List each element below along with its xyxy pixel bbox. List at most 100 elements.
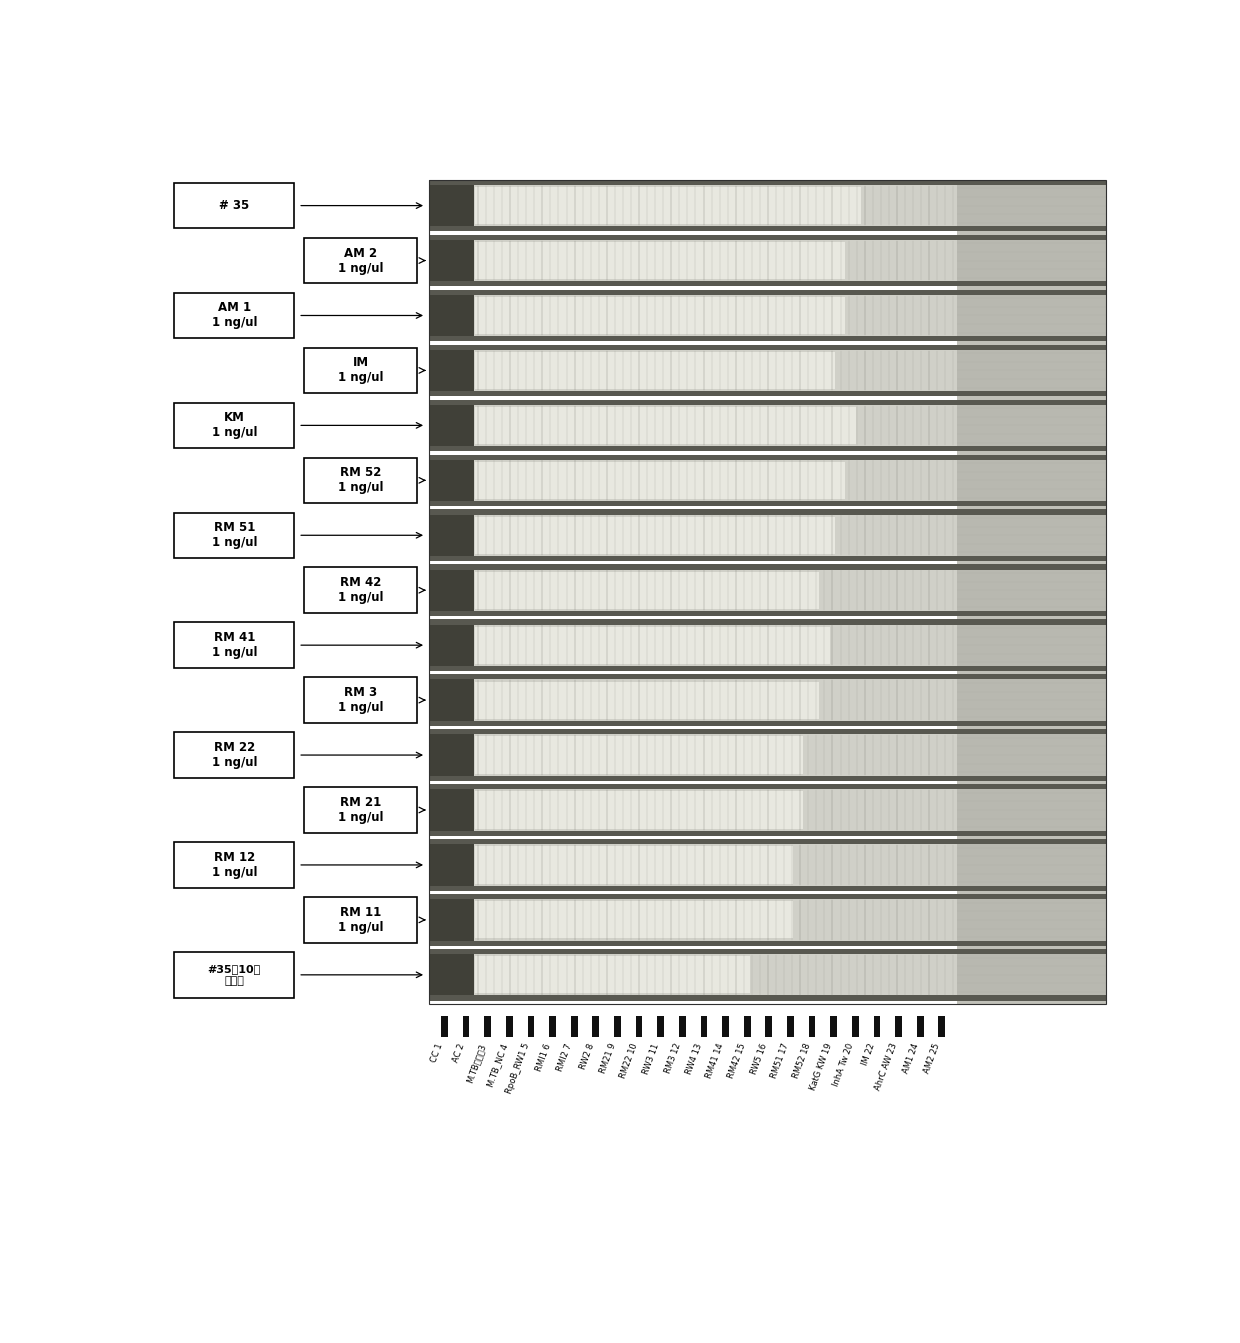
Bar xyxy=(429,349,474,391)
Bar xyxy=(429,514,474,556)
Bar xyxy=(429,345,1106,349)
Text: AhrC AW 23: AhrC AW 23 xyxy=(873,1042,899,1092)
Bar xyxy=(429,564,1106,616)
Bar xyxy=(895,1017,901,1037)
Bar xyxy=(429,345,1106,396)
Bar xyxy=(528,1017,534,1037)
Bar xyxy=(429,954,474,995)
Bar xyxy=(429,459,957,501)
Bar xyxy=(506,1017,512,1037)
Text: RM 41
1 ng/ul: RM 41 1 ng/ul xyxy=(212,631,257,659)
Text: RM 12
1 ng/ul: RM 12 1 ng/ul xyxy=(212,851,257,878)
Text: RM52 18: RM52 18 xyxy=(791,1042,812,1080)
Bar xyxy=(174,183,294,228)
Bar xyxy=(304,787,418,833)
Bar xyxy=(429,454,1106,459)
Bar xyxy=(174,842,294,888)
Bar xyxy=(429,454,1106,506)
Bar xyxy=(174,293,294,338)
Bar xyxy=(429,180,1106,185)
Bar xyxy=(429,894,1106,945)
Bar xyxy=(429,624,474,666)
Bar xyxy=(429,400,1106,451)
Bar xyxy=(441,1017,448,1037)
Bar xyxy=(475,462,846,498)
Bar xyxy=(429,729,1106,780)
Bar xyxy=(475,791,804,829)
Bar xyxy=(429,680,474,721)
Bar xyxy=(429,569,957,611)
Bar xyxy=(429,790,474,831)
Text: KatG KW 19: KatG KW 19 xyxy=(808,1042,833,1092)
Bar xyxy=(429,735,474,776)
Text: RM 22
1 ng/ul: RM 22 1 ng/ul xyxy=(212,741,257,770)
Bar xyxy=(429,295,474,336)
Text: AM 1
1 ng/ul: AM 1 1 ng/ul xyxy=(212,301,257,329)
Bar xyxy=(429,556,1106,561)
Text: RM 21
1 ng/ul: RM 21 1 ng/ul xyxy=(339,796,383,825)
Text: M.TB_NC 4: M.TB_NC 4 xyxy=(486,1042,510,1088)
Text: RM51 17: RM51 17 xyxy=(769,1042,790,1080)
Bar xyxy=(429,839,1106,890)
Bar xyxy=(174,952,294,998)
Text: RpoB_RW1 5: RpoB_RW1 5 xyxy=(505,1042,531,1096)
Bar xyxy=(429,514,957,556)
Bar xyxy=(475,681,818,719)
Bar xyxy=(304,458,418,504)
Text: #35的10倍
稀释液: #35的10倍 稀释液 xyxy=(207,964,260,986)
Bar xyxy=(429,564,1106,569)
Text: RM41 14: RM41 14 xyxy=(704,1042,725,1080)
Bar xyxy=(429,509,1106,514)
Bar xyxy=(304,238,418,283)
Bar xyxy=(614,1017,621,1037)
Bar xyxy=(657,1017,665,1037)
Text: InhA Tw 20: InhA Tw 20 xyxy=(831,1042,856,1088)
Bar xyxy=(429,900,957,940)
Bar xyxy=(429,674,1106,680)
Bar xyxy=(429,674,1106,727)
Bar xyxy=(174,622,294,667)
Bar xyxy=(429,735,957,776)
Bar xyxy=(429,295,957,336)
Bar xyxy=(429,180,1106,1005)
Bar xyxy=(304,348,418,393)
Text: KM
1 ng/ul: KM 1 ng/ul xyxy=(212,411,257,439)
Bar xyxy=(429,185,474,226)
Bar xyxy=(429,281,1106,286)
Bar xyxy=(429,459,474,501)
Bar xyxy=(831,1017,837,1037)
Bar xyxy=(429,349,957,391)
Bar xyxy=(429,950,1106,954)
Bar xyxy=(593,1017,599,1037)
Bar xyxy=(429,180,1106,231)
Bar xyxy=(304,677,418,723)
Bar xyxy=(475,572,818,608)
Bar xyxy=(429,831,1106,835)
Bar xyxy=(787,1017,794,1037)
Bar xyxy=(429,995,1106,1001)
Bar xyxy=(765,1017,773,1037)
Bar xyxy=(429,721,1106,727)
Bar xyxy=(429,954,957,995)
Bar xyxy=(429,776,1106,780)
Bar xyxy=(701,1017,707,1037)
Text: RW5 16: RW5 16 xyxy=(749,1042,769,1076)
Bar xyxy=(429,400,1106,404)
Bar xyxy=(429,900,474,940)
Bar xyxy=(475,901,792,939)
Bar xyxy=(429,894,1106,900)
Bar xyxy=(174,732,294,778)
Bar xyxy=(874,1017,880,1037)
Text: RW2 8: RW2 8 xyxy=(578,1042,596,1070)
Bar xyxy=(429,290,1106,295)
Bar xyxy=(939,1017,945,1037)
Bar xyxy=(429,404,957,446)
Bar xyxy=(475,956,750,994)
Text: RM42 15: RM42 15 xyxy=(727,1042,748,1080)
Bar xyxy=(429,226,1106,231)
Bar xyxy=(916,1017,924,1037)
Bar xyxy=(852,1017,858,1037)
Bar xyxy=(429,845,474,885)
Bar xyxy=(429,784,1106,835)
Text: RM 3
1 ng/ul: RM 3 1 ng/ul xyxy=(339,686,383,714)
